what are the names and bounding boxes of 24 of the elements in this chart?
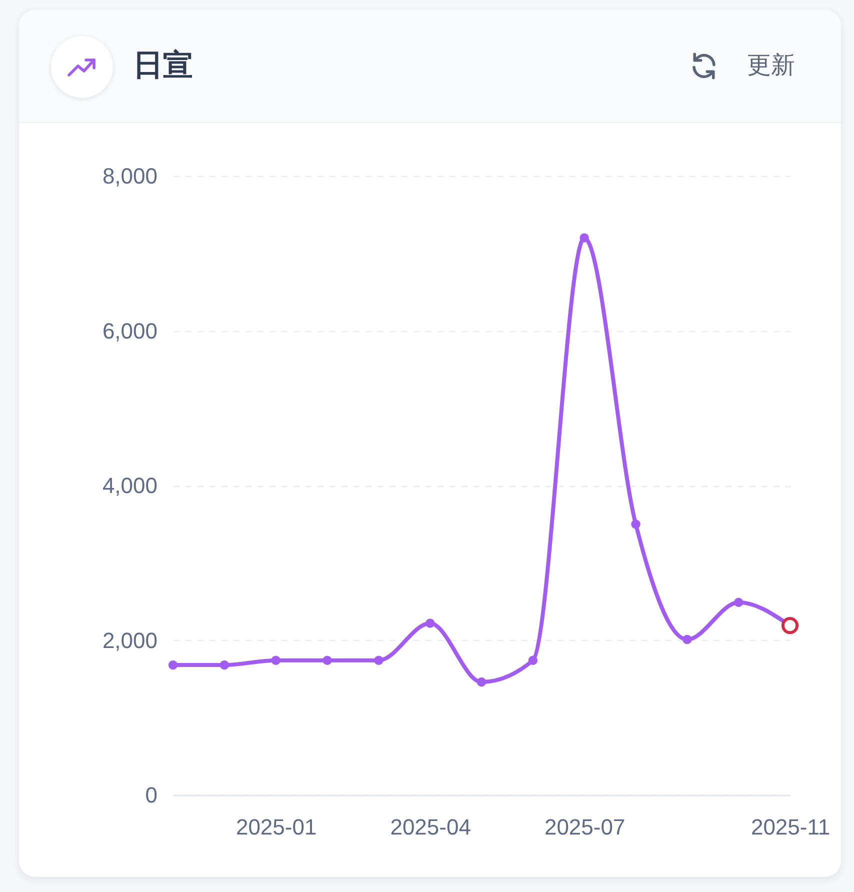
point bbox=[220, 660, 230, 670]
point bbox=[322, 656, 332, 665]
y-tick-label: 6,000 bbox=[102, 318, 158, 344]
point bbox=[476, 677, 486, 687]
y-tick-label: 4,000 bbox=[102, 473, 158, 498]
point bbox=[631, 520, 640, 529]
point bbox=[374, 656, 384, 665]
x-tick-label: 2025-04 bbox=[390, 814, 471, 840]
text: 更新 bbox=[747, 51, 795, 81]
y-tick-label: 0 bbox=[145, 782, 158, 808]
point bbox=[271, 656, 280, 665]
x-tick-label: 2025-11 bbox=[750, 814, 830, 840]
point bbox=[580, 233, 589, 242]
y-tick-label: 8,000 bbox=[102, 164, 158, 188]
chart-title: 日宣 bbox=[133, 48, 193, 84]
x-tick-label: 2025-01 bbox=[236, 814, 317, 840]
y-tick-label: 2,000 bbox=[102, 628, 158, 653]
point bbox=[168, 660, 178, 670]
x-tick-label: 2025-07 bbox=[544, 814, 626, 840]
point bbox=[528, 656, 538, 665]
point bbox=[734, 598, 744, 607]
point bbox=[781, 616, 799, 634]
point bbox=[425, 618, 435, 628]
point bbox=[682, 634, 692, 644]
